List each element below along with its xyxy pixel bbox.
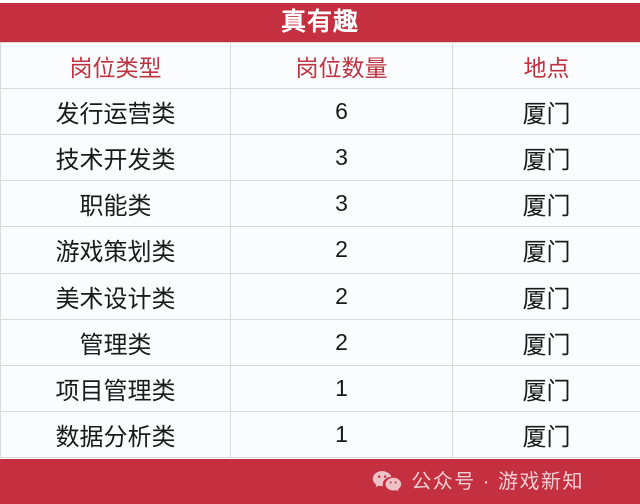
table-row: 发行运营类 6 厦门: [0, 87, 640, 136]
cell-category: 职能类: [0, 180, 231, 228]
page-title: 真有趣: [280, 8, 359, 36]
cell-category: 数据分析类: [0, 410, 231, 459]
table-row: 项目管理类 1 厦门: [0, 364, 640, 412]
title-banner: 真有趣: [0, 3, 640, 42]
cell-category: 发行运营类: [0, 87, 231, 136]
cell-count: 3: [230, 134, 453, 182]
cell-location: 厦门: [452, 134, 640, 182]
cell-location: 厦门: [452, 410, 640, 459]
cell-location: 厦门: [452, 226, 640, 274]
watermark-bar: 公众号 · 游戏新知: [0, 459, 640, 504]
cell-location: 厦门: [452, 318, 640, 366]
cell-category: 管理类: [0, 318, 231, 366]
table-body: 发行运营类 6 厦门 技术开发类 3 厦门 职能类 3 厦门 游戏策划类 2: [0, 87, 640, 459]
table-row: 职能类 3 厦门: [0, 180, 640, 228]
cell-count: 3: [230, 180, 453, 228]
table-row: 技术开发类 3 厦门: [0, 134, 640, 182]
cell-location: 厦门: [452, 87, 640, 136]
cell-count: 6: [230, 87, 453, 136]
wechat-icon: [372, 470, 402, 494]
column-header-category: 岗位类型: [0, 42, 231, 89]
cell-count: 2: [230, 272, 453, 320]
cell-count: 1: [230, 364, 453, 412]
table-row: 数据分析类 1 厦门: [0, 410, 640, 459]
column-header-location: 地点: [452, 42, 640, 89]
cell-location: 厦门: [452, 364, 640, 412]
cell-location: 厦门: [452, 180, 640, 228]
column-header-count: 岗位数量: [230, 42, 453, 89]
cell-category: 游戏策划类: [0, 226, 231, 274]
watermark-label: 公众号 · 游戏新知: [411, 470, 584, 493]
cell-count: 2: [230, 318, 453, 366]
table-row: 美术设计类 2 厦门: [0, 272, 640, 320]
jobs-table: 岗位类型 岗位数量 地点 发行运营类 6 厦门 技术开发类 3 厦门 职能类: [0, 42, 640, 459]
table-row: 游戏策划类 2 厦门: [0, 226, 640, 274]
cell-category: 技术开发类: [0, 134, 231, 182]
table-header-row: 岗位类型 岗位数量 地点: [0, 42, 640, 89]
cell-category: 项目管理类: [0, 364, 231, 412]
cell-count: 1: [230, 410, 453, 459]
cell-count: 2: [230, 226, 453, 274]
watermark-content: 公众号 · 游戏新知: [372, 470, 584, 494]
table-row: 管理类 2 厦门: [0, 318, 640, 366]
cell-category: 美术设计类: [0, 272, 231, 320]
jobs-table-container: 岗位类型 岗位数量 地点 发行运营类 6 厦门 技术开发类 3 厦门 职能类: [0, 42, 640, 459]
cell-location: 厦门: [452, 272, 640, 320]
